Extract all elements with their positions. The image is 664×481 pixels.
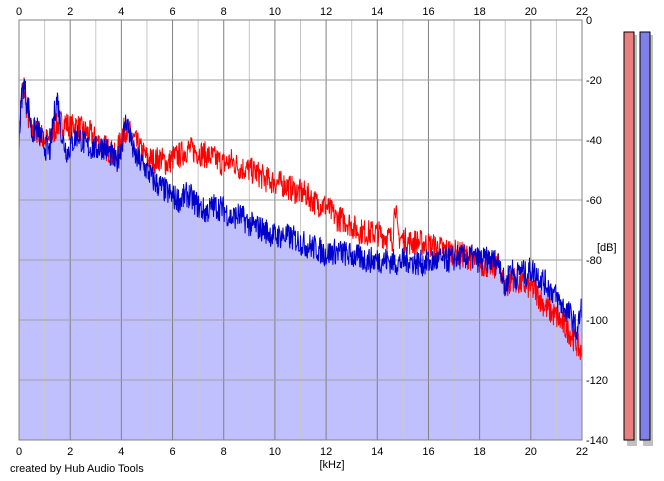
x-tick-label-bottom: 8 bbox=[221, 446, 227, 458]
x-tick-label-bottom: 6 bbox=[169, 446, 175, 458]
y-tick-label: -20 bbox=[586, 75, 602, 87]
level-meter-bar bbox=[639, 31, 651, 441]
y-axis-label: [dB] bbox=[597, 242, 617, 254]
x-tick-label-bottom: 14 bbox=[371, 446, 383, 458]
x-tick-label-top: 2 bbox=[67, 6, 73, 18]
plot-frame bbox=[18, 19, 583, 441]
x-tick-label-top: 6 bbox=[169, 6, 175, 18]
y-tick-label: -120 bbox=[586, 375, 608, 387]
tick-labels: 002244668810101212141416161818202022220-… bbox=[16, 6, 608, 458]
x-tick-label-bottom: 10 bbox=[269, 446, 281, 458]
x-tick-label-bottom: 22 bbox=[576, 446, 588, 458]
x-tick-label-bottom: 0 bbox=[16, 446, 22, 458]
x-tick-label-top: 4 bbox=[118, 6, 124, 18]
x-tick-label-bottom: 18 bbox=[474, 446, 486, 458]
x-tick-label-top: 18 bbox=[474, 6, 486, 18]
x-tick-label-top: 16 bbox=[422, 6, 434, 18]
x-tick-label-bottom: 20 bbox=[525, 446, 537, 458]
x-tick-label-top: 14 bbox=[371, 6, 383, 18]
x-tick-label-top: 8 bbox=[221, 6, 227, 18]
y-tick-label: -40 bbox=[586, 135, 602, 147]
level-meter-bar bbox=[623, 31, 635, 441]
series-line-1 bbox=[18, 79, 583, 341]
x-tick-label-top: 20 bbox=[525, 6, 537, 18]
x-tick-label-top: 12 bbox=[320, 6, 332, 18]
x-tick-label-top: 0 bbox=[16, 6, 22, 18]
x-tick-label-bottom: 12 bbox=[320, 446, 332, 458]
x-tick-label-bottom: 4 bbox=[118, 446, 124, 458]
level-meters bbox=[623, 31, 653, 446]
x-axis-label: [kHz] bbox=[319, 459, 344, 471]
y-tick-label: -100 bbox=[586, 315, 608, 327]
x-tick-label-bottom: 16 bbox=[422, 446, 434, 458]
y-tick-label: 0 bbox=[586, 15, 592, 27]
y-tick-label: -60 bbox=[586, 195, 602, 207]
y-tick-label: -140 bbox=[586, 435, 608, 447]
x-tick-label-top: 22 bbox=[576, 6, 588, 18]
series-lines bbox=[18, 77, 583, 361]
credit-text: created by Hub Audio Tools bbox=[10, 463, 144, 475]
y-tick-label: -80 bbox=[586, 255, 602, 267]
x-tick-label-bottom: 2 bbox=[67, 446, 73, 458]
x-tick-label-top: 10 bbox=[269, 6, 281, 18]
